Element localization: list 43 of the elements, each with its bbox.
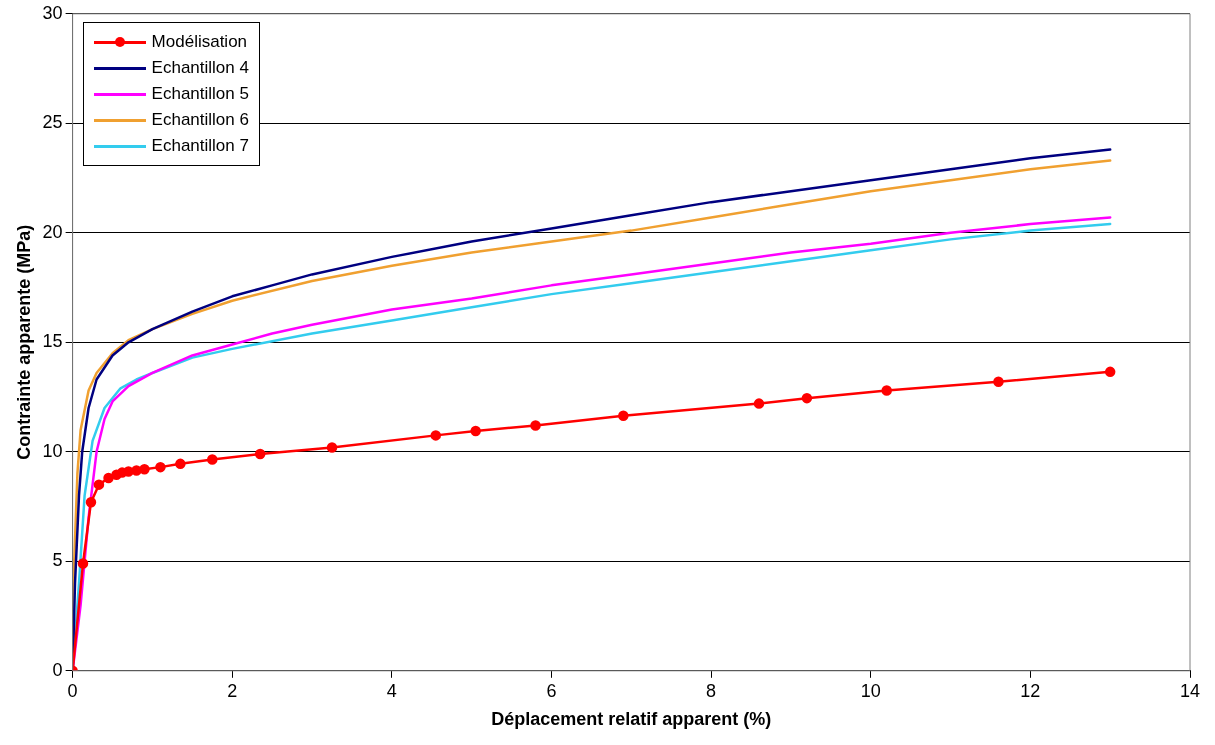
point xyxy=(77,558,89,569)
point xyxy=(93,479,105,490)
point xyxy=(993,376,1004,387)
point xyxy=(753,398,765,409)
point xyxy=(207,454,218,465)
y-tick-label: 25 xyxy=(42,112,63,133)
point xyxy=(618,410,629,421)
legend-label: Modélisation xyxy=(151,31,248,52)
x-tick-label: 6 xyxy=(546,680,557,701)
point xyxy=(326,442,338,453)
x-tick-label: 8 xyxy=(706,680,717,701)
point xyxy=(881,385,892,396)
point xyxy=(175,458,186,470)
point xyxy=(430,430,442,441)
x-tick-label: 12 xyxy=(1020,680,1041,701)
point xyxy=(139,464,150,475)
x-axis-title: Déplacement relatif apparent (%) xyxy=(491,709,772,730)
y-tick-label: 0 xyxy=(52,659,63,680)
y-tick-label: 15 xyxy=(42,331,63,352)
point xyxy=(470,425,481,437)
legend-label: Echantillon 5 xyxy=(151,83,249,104)
point xyxy=(131,465,142,476)
y-tick-label: 5 xyxy=(52,550,63,571)
point xyxy=(123,466,134,477)
y-tick-label: 10 xyxy=(42,440,63,461)
legend-label: Echantillon 4 xyxy=(151,57,249,78)
point xyxy=(103,472,114,484)
y-tick-label: 20 xyxy=(42,221,63,242)
legend-label: Echantillon 7 xyxy=(151,135,249,156)
point xyxy=(1104,366,1116,378)
y-axis-title: Contrainte apparente (MPa) xyxy=(13,224,34,460)
x-tick-label: 4 xyxy=(386,680,397,701)
point xyxy=(801,392,813,404)
x-tick-label: 2 xyxy=(227,680,238,701)
y-tick-label: 30 xyxy=(42,2,63,23)
point xyxy=(155,461,166,473)
x-tick-label: 10 xyxy=(860,680,881,701)
point xyxy=(254,448,266,460)
point xyxy=(85,496,97,508)
x-tick-label: 14 xyxy=(1179,680,1201,701)
point xyxy=(530,420,541,431)
legend-label: Echantillon 6 xyxy=(151,109,249,130)
x-tick-label: 0 xyxy=(67,680,78,701)
